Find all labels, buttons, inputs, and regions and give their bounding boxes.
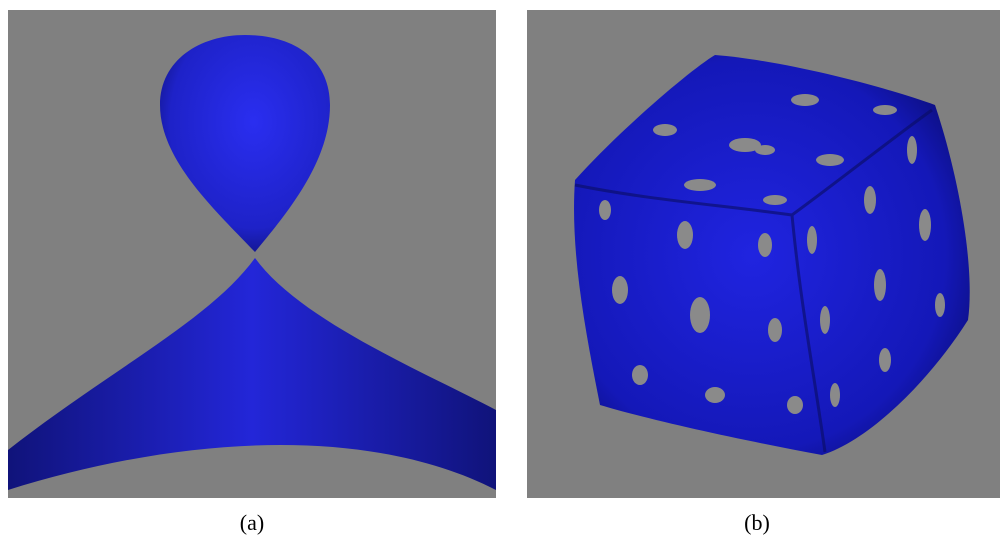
panel-label: (b) <box>744 510 770 535</box>
figure: (a) (b) <box>0 0 1004 542</box>
panel-b <box>527 10 1000 498</box>
panel-label: (a) <box>240 510 264 535</box>
panel-a <box>8 10 496 498</box>
